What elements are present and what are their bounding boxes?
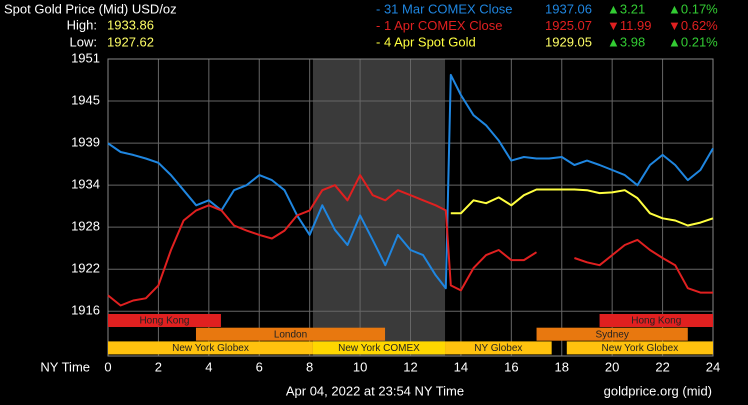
session-label: New York COMEX — [338, 343, 420, 354]
x-tick-label: 6 — [256, 359, 263, 374]
high-value: 1933.86 — [107, 17, 154, 32]
session-label: Hong Kong — [139, 316, 189, 327]
high-label: High: — [67, 17, 97, 32]
y-tick-label: 1939 — [71, 135, 100, 150]
x-tick-label: 8 — [306, 359, 313, 374]
session-bar — [195, 327, 386, 341]
x-tick-label: 24 — [706, 359, 720, 374]
session-bar — [108, 341, 313, 355]
session-label: NY Globex — [474, 343, 522, 354]
legend-change-pct: ▼0.62% — [668, 18, 718, 33]
legend-name: - 4 Apr Spot Gold — [376, 34, 476, 49]
legend-change-pct: ▲0.21% — [668, 34, 718, 49]
plot-frame — [107, 58, 714, 357]
session-label: Hong Kong — [631, 316, 681, 327]
y-tick-label: 1928 — [71, 219, 100, 234]
x-tick-label: 12 — [403, 359, 417, 374]
x-tick-label: 2 — [155, 359, 162, 374]
x-tick-label: 20 — [605, 359, 619, 374]
legend-change-pct: ▲0.17% — [668, 1, 718, 16]
x-tick-label: 18 — [555, 359, 569, 374]
x-tick-label: 16 — [504, 359, 518, 374]
session-label: New York Globex — [602, 343, 679, 354]
y-tick-label: 1916 — [71, 303, 100, 318]
y-tick-label: 1951 — [71, 50, 100, 65]
low-value: 1927.62 — [107, 34, 154, 49]
chart-title: Spot Gold Price (Mid) USD/oz — [4, 1, 177, 16]
x-tick-label: 14 — [454, 359, 468, 374]
series-line — [450, 188, 714, 227]
session-label: New York Globex — [172, 343, 249, 354]
shaded-region — [312, 59, 446, 356]
session-bar — [566, 341, 713, 355]
legend-change: ▼11.99 — [607, 18, 651, 33]
legend-change: ▲3.98 — [607, 34, 645, 49]
legend-close: 1929.05 — [545, 34, 592, 49]
session-bar — [536, 327, 688, 341]
session-label: Sydney — [595, 329, 628, 340]
legend-change: ▲3.21 — [607, 1, 645, 16]
session-bar — [312, 341, 446, 355]
footer: Apr 04, 2022 at 23:54 NY Time — [286, 383, 464, 398]
session-bar — [445, 341, 552, 355]
series-line — [107, 73, 714, 290]
x-tick-label: 4 — [205, 359, 212, 374]
legend-name: - 31 Mar COMEX Close — [376, 1, 513, 16]
x-axis-label: NY Time — [40, 359, 90, 374]
y-tick-label: 1945 — [71, 92, 100, 107]
low-label: Low: — [70, 34, 97, 49]
x-tick-label: 0 — [104, 359, 111, 374]
session-label: London — [274, 329, 307, 340]
source: goldprice.org (mid) — [604, 383, 712, 398]
y-tick-label: 1934 — [71, 177, 100, 192]
legend-close: 1937.06 — [545, 1, 592, 16]
legend-close: 1925.07 — [545, 18, 592, 33]
legend-name: - 1 Apr COMEX Close — [376, 18, 502, 33]
session-bar — [599, 314, 713, 327]
session-bar — [108, 314, 221, 327]
x-tick-label: 10 — [353, 359, 367, 374]
x-tick-label: 22 — [655, 359, 669, 374]
y-tick-label: 1922 — [71, 261, 100, 276]
series-line — [107, 174, 713, 307]
